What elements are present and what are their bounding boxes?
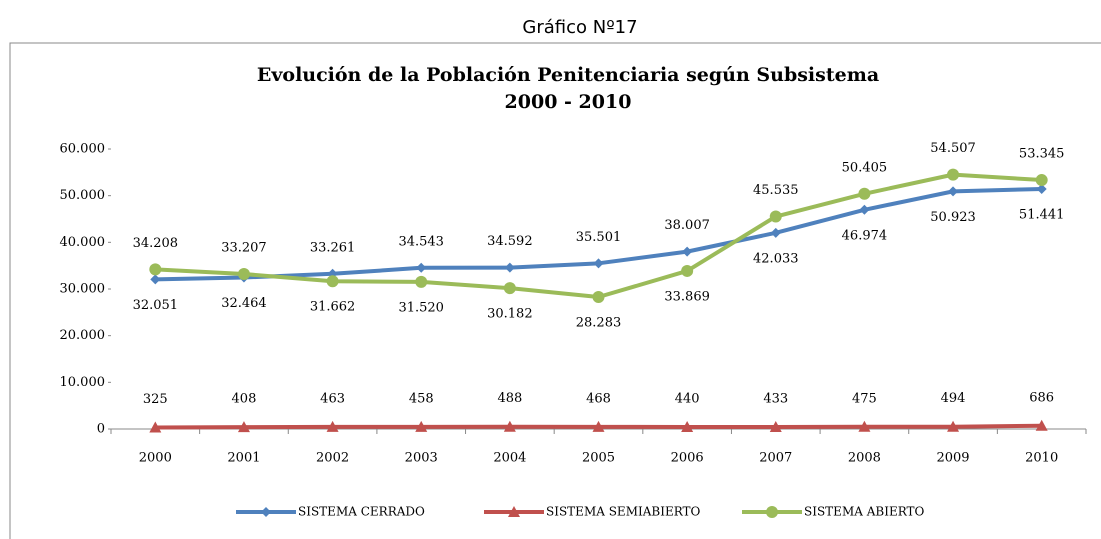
data-label: 488 [497,391,522,406]
data-point [682,246,693,257]
data-label: 45.535 [753,183,799,198]
data-point [415,275,428,288]
x-tick-label: 2007 [759,451,792,466]
x-tick-label: 2004 [493,451,526,466]
data-point [503,420,516,432]
data-label: 42.033 [753,251,799,266]
data-point [326,420,339,432]
y-tick-label: 60.000 [60,142,106,157]
x-tick-label: 2000 [139,451,172,466]
data-label: 440 [675,391,700,406]
chart-title: Evolución de la Población Penitenciaria … [257,64,879,86]
data-label: 408 [232,392,257,407]
legend-label: SISTEMA CERRADO [298,505,425,519]
data-point [415,420,428,432]
data-point [593,258,604,269]
data-point [681,420,694,432]
x-tick-label: 2005 [582,451,615,466]
data-label: 686 [1029,390,1054,405]
chart-border [9,42,1101,539]
data-point [770,227,781,238]
legend-label: SISTEMA ABIERTO [804,505,925,519]
x-tick-label: 2002 [316,451,349,466]
caption: Gráfico Nº17 [522,17,637,38]
legend-marker [508,506,520,517]
data-point [948,186,959,197]
data-label: 33.869 [664,289,710,304]
data-point [1035,174,1048,187]
data-label: 433 [763,391,788,406]
legend-marker [766,506,778,518]
data-point [326,275,339,288]
data-point [592,291,605,304]
legend-marker [261,507,271,517]
data-point [150,274,161,285]
data-label: 458 [409,391,434,406]
data-label: 31.662 [310,300,356,315]
x-tick-label: 2009 [936,451,969,466]
data-label: 494 [941,391,966,406]
data-point [503,282,516,295]
data-label: 34.543 [398,234,444,249]
x-tick-label: 2001 [227,451,260,466]
data-label: 475 [852,391,877,406]
y-tick-label: 30.000 [60,282,106,297]
data-label: 32.051 [133,298,179,313]
data-point [1035,419,1048,431]
data-label: 30.182 [487,307,533,322]
data-label: 53.345 [1019,147,1065,162]
data-point [1036,183,1047,194]
data-label: 35.501 [576,230,622,245]
data-label: 46.974 [842,228,888,243]
data-label: 463 [320,391,345,406]
data-point [769,420,782,432]
data-label: 50.923 [930,210,976,225]
data-label: 38.007 [664,218,710,233]
data-point [858,420,871,432]
data-label: 32.464 [221,296,267,311]
x-tick-label: 2006 [671,451,704,466]
x-tick-label: 2010 [1025,451,1058,466]
data-label: 51.441 [1019,207,1065,222]
data-label: 33.207 [221,241,267,256]
data-point [947,420,960,432]
data-point [858,187,871,200]
legend-label: SISTEMA SEMIABIERTO [546,505,701,519]
data-label: 31.520 [398,300,444,315]
data-label: 54.507 [930,141,976,156]
data-point [769,210,782,223]
data-point [149,421,162,433]
data-point [859,204,870,215]
data-label: 50.405 [842,160,888,175]
data-point [237,421,250,433]
data-point [947,168,960,181]
data-point [592,420,605,432]
data-label: 468 [586,391,611,406]
data-label: 34.208 [133,236,179,251]
y-tick-label: 20.000 [60,328,106,343]
y-tick-label: 40.000 [60,235,106,250]
chart-subtitle: 2000 - 2010 [505,91,632,113]
x-tick-label: 2008 [848,451,881,466]
data-point [504,262,515,273]
data-label: 34.592 [487,234,533,249]
y-tick-label: 50.000 [60,188,106,203]
y-tick-label: 0 [97,422,105,437]
x-tick-label: 2003 [405,451,438,466]
y-tick-label: 10.000 [60,375,106,390]
data-point [237,268,250,281]
data-label: 33.261 [310,240,356,255]
data-point [681,264,694,277]
data-point [416,262,427,273]
data-point [149,263,162,276]
data-label: 28.283 [576,316,622,331]
data-label: 325 [143,392,168,407]
